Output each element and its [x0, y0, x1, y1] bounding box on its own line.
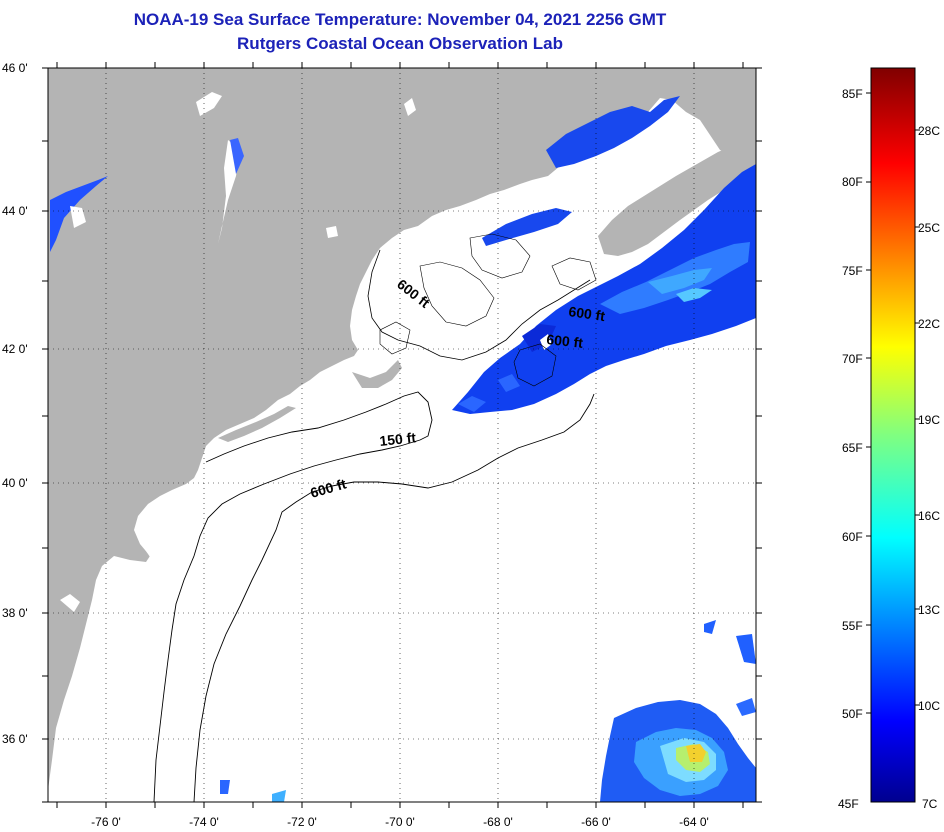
lon-label: -64 0'	[679, 815, 709, 829]
map-frame	[47, 67, 757, 803]
colorbar-f-label: 45F	[838, 797, 859, 811]
lon-label: -74 0'	[189, 815, 219, 829]
axis-ticks	[42, 62, 762, 808]
lat-label: 42 0'	[2, 342, 28, 356]
colorbar-c-label: 13C	[918, 603, 940, 617]
colorbar-c-label: 10C	[918, 699, 940, 713]
colorbar-f-label: 50F	[842, 707, 863, 721]
colorbar-f-label: 75F	[842, 264, 863, 278]
lat-gridlines	[48, 210, 756, 740]
colorbar-f-label: 70F	[842, 352, 863, 366]
lat-label: 38 0'	[2, 606, 28, 620]
map-title: NOAA-19 Sea Surface Temperature: Novembe…	[133, 10, 667, 29]
contour-600ft-gom	[367, 249, 591, 361]
lat-label: 44 0'	[2, 204, 28, 218]
contour-label: 150 ft	[379, 429, 417, 449]
colorbar-c-label: 25C	[918, 221, 940, 235]
colorbar-f-label: 55F	[842, 619, 863, 633]
colorbar-f-label: 60F	[842, 530, 863, 544]
lat-label: 46 0'	[2, 61, 28, 75]
colorbar-f-label: 80F	[842, 175, 863, 189]
contour-600ft	[261, 393, 595, 561]
map-subtitle: Rutgers Coastal Ocean Observation Lab	[237, 34, 563, 53]
colorbar-c-label: 22C	[918, 317, 940, 331]
map-body	[48, 68, 756, 802]
lon-label: -72 0'	[287, 815, 317, 829]
lat-label: 40 0'	[2, 476, 28, 490]
lat-label: 36 0'	[2, 732, 28, 746]
lon-label: -70 0'	[385, 815, 415, 829]
colorbar-f-label: 85F	[842, 87, 863, 101]
contour-150ft	[153, 391, 433, 802]
land-long-island	[218, 406, 296, 442]
colorbar-c-label: 19C	[918, 413, 940, 427]
land-mass	[48, 68, 756, 790]
colorbar-f-label: 65F	[842, 441, 863, 455]
colorbar-c-label: 16C	[918, 509, 940, 523]
lon-label: -66 0'	[581, 815, 611, 829]
contour-label: 600 ft	[568, 303, 607, 324]
lon-label: -68 0'	[483, 815, 513, 829]
land-cape-cod	[352, 360, 402, 388]
contour-label: 600 ft	[546, 331, 584, 351]
colorbar-ticks	[866, 92, 920, 714]
colorbar-c-label: 7C	[922, 797, 938, 811]
temperature-colorbar	[870, 67, 916, 803]
land-nova-scotia	[598, 140, 756, 256]
colorbar-c-label: 28C	[918, 124, 940, 138]
lon-label: -76 0'	[91, 815, 121, 829]
